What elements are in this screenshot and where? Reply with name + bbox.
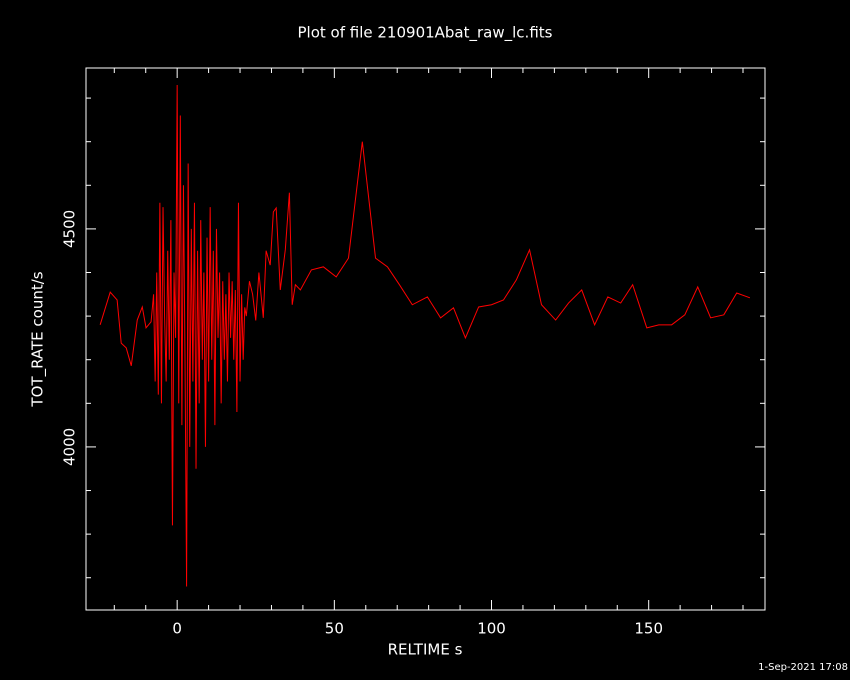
timestamp: 1-Sep-2021 17:08 bbox=[758, 662, 848, 673]
x-tick-label: 50 bbox=[325, 620, 344, 638]
x-tick-label: 150 bbox=[634, 620, 663, 638]
data-line bbox=[99, 85, 751, 587]
y-tick-label: 4500 bbox=[61, 210, 79, 248]
x-tick-label: 0 bbox=[172, 620, 182, 638]
plot-frame bbox=[85, 67, 766, 611]
y-axis-label: TOT_RATE count/s bbox=[29, 271, 48, 407]
x-tick-label: 100 bbox=[477, 620, 506, 638]
chart-title: Plot of file 210901Abat_raw_lc.fits bbox=[298, 24, 553, 43]
x-axis-label: RELTIME s bbox=[388, 641, 463, 659]
y-tick-label: 4000 bbox=[61, 428, 79, 466]
